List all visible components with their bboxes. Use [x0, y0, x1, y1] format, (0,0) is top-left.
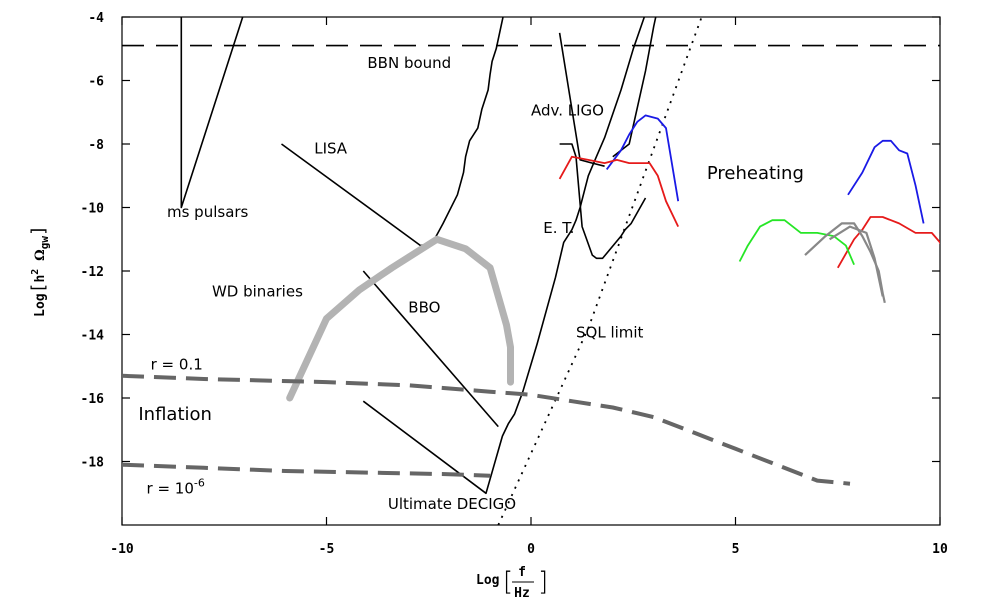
- annotation-r-1e-6: r = 10-6: [147, 476, 205, 497]
- svg-text:Log[h2 Ωgw]: Log[h2 Ωgw]: [28, 225, 51, 317]
- annotation-label: E. T.: [543, 219, 574, 237]
- annotation-label: BBO: [408, 298, 440, 316]
- y-tick-label: -6: [88, 75, 104, 90]
- y-label-sub: gw: [38, 236, 51, 250]
- plot-frame: [121, 16, 941, 526]
- series-curve-blue-12: [605, 114, 680, 202]
- series-curve-black-7: [612, 17, 657, 158]
- x-tick-label: 5: [732, 542, 740, 557]
- x-label-prefix: Log: [476, 573, 499, 588]
- y-label-h: h: [33, 275, 48, 283]
- x-label-denominator: Hz: [514, 586, 530, 601]
- annotation-label: LISA: [314, 140, 348, 158]
- series-curve-black-3: [362, 270, 499, 428]
- series-curve-red-15: [837, 216, 940, 269]
- series-curve-black-5: [559, 143, 647, 260]
- series-layer: [122, 17, 940, 525]
- annotation-layer: BBN bound ms pulsars LISA WD binaries BBO Adv…: [138, 54, 804, 513]
- annotation-label: Adv. LIGO: [531, 101, 604, 119]
- annotation-label: Inflation: [138, 404, 212, 425]
- x-axis-label: Log [ f Hz ]: [476, 565, 548, 601]
- series-curve-blue-14: [847, 139, 925, 224]
- y-label-power: 2: [30, 269, 41, 275]
- series-curve-black-2: [281, 17, 504, 247]
- y-label-prefix: Log: [33, 293, 48, 316]
- y-label-omega: Ω: [33, 249, 48, 261]
- y-axis-label: Log[h2 Ωgw]: [28, 225, 51, 317]
- tick-layer: -10 -5 0 5 10 -18 -16 -14 -12 -10 -8 -6 -4: [81, 11, 948, 557]
- series-curve-red-13: [558, 155, 680, 227]
- y-tick-label: -16: [81, 392, 105, 407]
- y-tick-label: -14: [81, 329, 105, 344]
- y-label-bracket-close: ]: [28, 225, 49, 236]
- x-label-bracket-open: [: [503, 567, 513, 597]
- series-curve-gray-thin-18: [829, 225, 884, 297]
- annotation-label: WD binaries: [212, 282, 303, 300]
- y-tick-label: -8: [88, 138, 104, 153]
- series-curve-gray-dash-10: [122, 373, 851, 486]
- annotation-label: Preheating: [707, 163, 804, 184]
- x-tick-label: 0: [527, 542, 535, 557]
- annotation-label: Ultimate DECIGO: [388, 495, 516, 513]
- series-curve-black-4: [362, 17, 646, 495]
- y-tick-label: -12: [81, 265, 104, 280]
- series-curve-gray-thin-17: [804, 222, 886, 304]
- y-tick-label: -10: [81, 202, 105, 217]
- series-curve-gray-dash-11: [122, 462, 491, 478]
- x-tick-label: -10: [110, 542, 134, 557]
- annotation-label: r = 0.1: [151, 355, 203, 373]
- x-tick-label: 10: [932, 542, 948, 557]
- series-curve-dot-8: [497, 17, 703, 525]
- y-tick-label: -18: [81, 456, 105, 471]
- x-label-bracket-close: ]: [538, 567, 548, 597]
- series-curve-black-6: [558, 32, 605, 167]
- series-curve-black-1: [180, 17, 244, 209]
- annotation-label: SQL limit: [576, 324, 644, 342]
- annotation-label: ms pulsars: [167, 203, 249, 221]
- series-curve-gray-thick-9: [286, 235, 514, 402]
- x-label-numerator: f: [518, 565, 526, 580]
- x-tick-label: -5: [319, 542, 335, 557]
- y-label-bracket-open: [: [28, 283, 49, 294]
- series-curve-green-16: [738, 219, 855, 266]
- annotation-label: BBN bound: [367, 54, 451, 72]
- y-tick-label: -4: [88, 11, 104, 26]
